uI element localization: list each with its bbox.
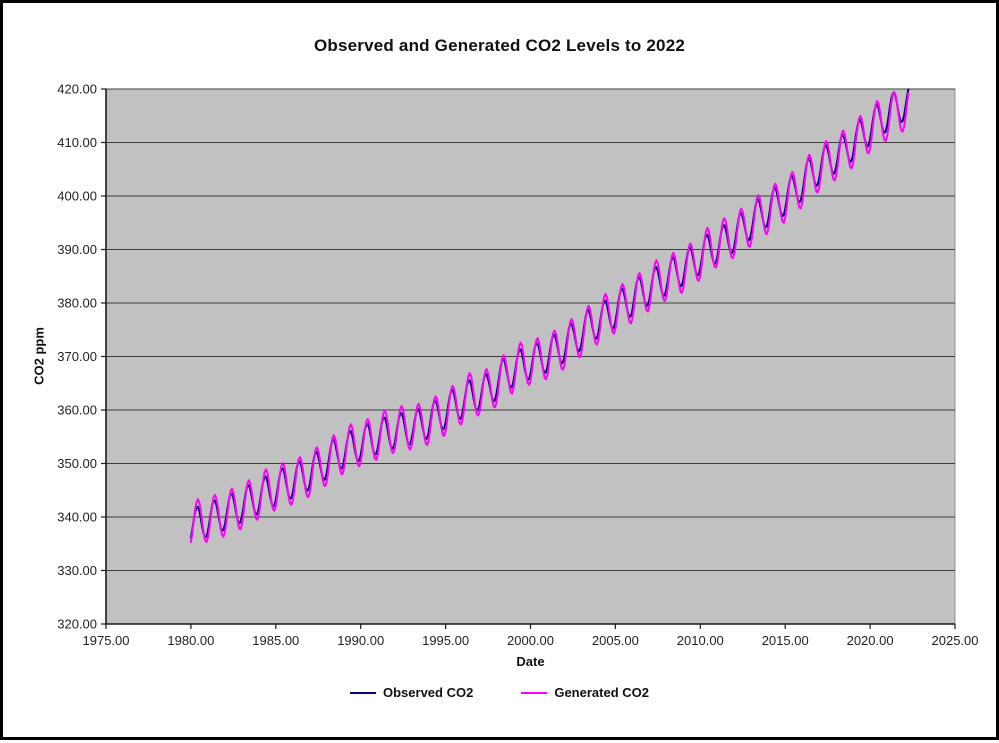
chart-title: Observed and Generated CO2 Levels to 202… [313, 36, 686, 55]
x-tick-label: 1985.00 [252, 633, 299, 648]
y-tick-label: 420.00 [57, 82, 97, 97]
y-tick-label: 320.00 [57, 617, 97, 632]
x-tick-label: 2025.00 [932, 633, 979, 648]
x-tick-label: 2010.00 [677, 633, 724, 648]
y-tick-label: 340.00 [57, 510, 97, 525]
y-tick-label: 350.00 [57, 456, 97, 471]
legend-label-generated: Generated CO2 [554, 685, 649, 700]
legend-item-generated: Generated CO2 [521, 685, 649, 700]
series-line-generated [189, 90, 910, 543]
x-tick-label: 2000.00 [507, 633, 554, 648]
y-tick-label: 390.00 [57, 242, 97, 257]
y-tick-label: 410.00 [57, 135, 97, 150]
x-tick-label: 1995.00 [422, 633, 469, 648]
observed-line-swatch [350, 691, 376, 694]
y-tick-label: 400.00 [57, 189, 97, 204]
x-tick-label: 2005.00 [592, 633, 639, 648]
x-tick-label: 2020.00 [847, 633, 894, 648]
legend-item-observed: Observed CO2 [350, 685, 473, 700]
y-tick-label: 370.00 [57, 349, 97, 364]
x-tick-label: 1990.00 [337, 633, 384, 648]
y-axis-title: CO2 ppm [31, 327, 47, 385]
legend: Observed CO2 Generated CO2 [3, 685, 996, 700]
x-tick-label: 2015.00 [762, 633, 809, 648]
x-tick-label: 1980.00 [167, 633, 214, 648]
y-tick-label: 360.00 [57, 403, 97, 418]
y-tick-label: 380.00 [57, 296, 97, 311]
chart-plot-area: 320.00 330.00 340.00 350.00 360.00 370.00 380.… [57, 82, 979, 649]
x-tick-label: 1975.00 [83, 633, 130, 648]
x-axis-title: Date [516, 654, 545, 669]
generated-line-swatch [521, 691, 548, 694]
legend-label-observed: Observed CO2 [383, 685, 474, 700]
y-tick-label: 330.00 [57, 563, 97, 578]
